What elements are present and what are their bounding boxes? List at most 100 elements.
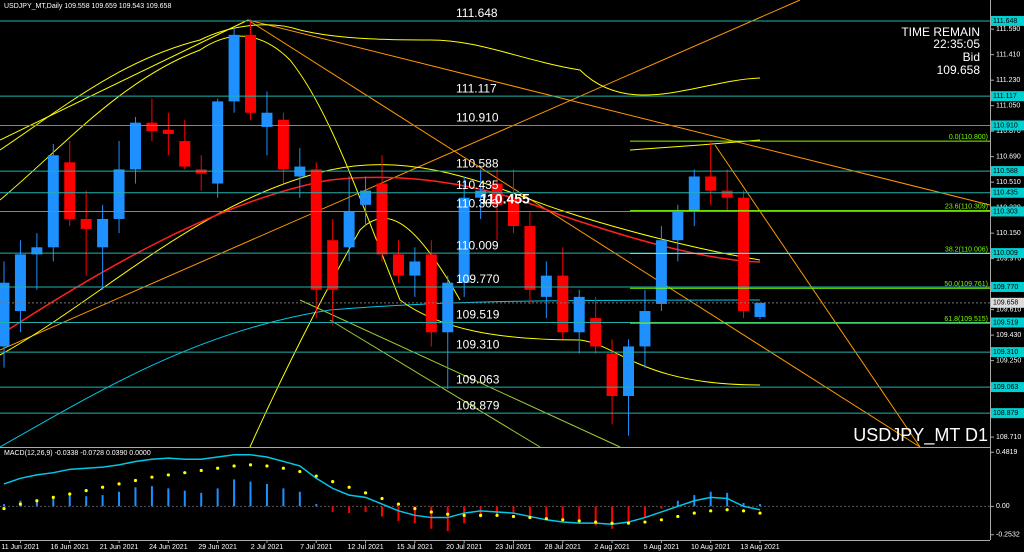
- signal-dot: [659, 518, 663, 522]
- candle-body: [212, 101, 224, 184]
- candle-body: [754, 302, 766, 317]
- candle-body: [14, 254, 26, 312]
- candle-body: [606, 353, 618, 397]
- signal-dot: [692, 511, 696, 515]
- level-box: [991, 408, 1024, 419]
- candle-body: [146, 122, 158, 132]
- signal-dot: [150, 475, 154, 479]
- x-tick-label: 2 Aug 2021: [594, 544, 630, 551]
- x-tick-label: 15 Jul 2021: [397, 544, 433, 551]
- level-box-label: 110.435: [993, 190, 1018, 197]
- level-box-label: 108.879: [993, 410, 1018, 417]
- signal-dot: [117, 482, 121, 486]
- signal-dot: [2, 506, 6, 511]
- level-box-label: 111.117: [993, 93, 1017, 100]
- signal-dot: [758, 511, 762, 515]
- signal-dot: [495, 513, 499, 517]
- signal-dot: [314, 474, 318, 478]
- signal-dot: [462, 513, 466, 517]
- moving-average: [0, 299, 761, 448]
- level-box: [991, 248, 1024, 259]
- level-box: [991, 91, 1024, 102]
- x-tick-label: 7 Jul 2021: [300, 544, 332, 551]
- trend-line: [247, 19, 921, 448]
- signal-dot: [216, 466, 220, 470]
- price-panel: [0, 19, 766, 436]
- signal-dot: [396, 502, 401, 506]
- x-tick-label: 23 Jul 2021: [495, 544, 531, 551]
- candle-body: [623, 346, 635, 397]
- level-box-label: 109.063: [993, 384, 1018, 391]
- level-box-label: 110.009: [993, 250, 1018, 257]
- trend-line: [714, 144, 921, 448]
- signal-dot: [363, 491, 368, 495]
- y-tick-label: 110.510: [996, 179, 1021, 186]
- signal-dot: [248, 463, 253, 467]
- signal-dot: [18, 502, 23, 506]
- level-box-label: 110.303: [993, 208, 1018, 215]
- candle-body: [491, 183, 503, 205]
- indicator-lines: [0, 0, 991, 448]
- signal-dot: [133, 478, 138, 483]
- x-tick-label: 12 Jul 2021: [347, 544, 383, 551]
- x-tick-label: 21 Jun 2021: [100, 544, 139, 551]
- candle-body: [327, 240, 339, 290]
- level-box: [991, 382, 1024, 393]
- signal-dot: [166, 473, 170, 477]
- signal-dot: [479, 513, 483, 517]
- x-tick-label: 10 Aug 2021: [691, 544, 730, 551]
- candle-body: [376, 183, 388, 255]
- signal-dot: [446, 512, 450, 516]
- y-tick-label: 110.690: [996, 153, 1021, 160]
- y-tick-label: 109.250: [996, 357, 1021, 364]
- x-tick-label: 5 Aug 2021: [644, 544, 680, 551]
- candle-body: [162, 129, 174, 134]
- signal-dot: [380, 496, 384, 501]
- signal-dot: [594, 520, 598, 524]
- y-tick-label: 108.710: [996, 434, 1021, 441]
- level-label: 111.648: [456, 6, 498, 20]
- y-tick-label: 111.050: [996, 103, 1020, 110]
- signal-dot: [298, 469, 302, 474]
- x-tick-label: 29 Jun 2021: [198, 544, 237, 551]
- level-box-label: 110.588: [993, 168, 1018, 175]
- fibo-label: 50.0(109.761): [944, 281, 988, 288]
- signal-dot: [232, 464, 236, 468]
- candle-body: [705, 176, 717, 191]
- level-box: [991, 15, 1024, 26]
- signal-dot: [265, 464, 269, 468]
- bid-label: Bid: [963, 50, 980, 64]
- y-tick-label: 109.610: [996, 306, 1021, 313]
- y-tick-label: 111.230: [996, 77, 1020, 84]
- candle-body: [409, 261, 421, 276]
- signal-dot: [347, 485, 351, 489]
- candle-body: [655, 240, 667, 304]
- candle-body: [97, 218, 109, 248]
- signal-dot: [511, 514, 516, 519]
- level-box: [991, 347, 1024, 358]
- fibo-label: 38.2(110.006): [945, 246, 988, 253]
- level-label: 110.303: [456, 197, 499, 211]
- candle-body: [540, 275, 552, 297]
- y-tick-label: 109.430: [996, 332, 1021, 339]
- level-box: [991, 166, 1024, 177]
- candle-body: [590, 318, 602, 347]
- level-box-label: 109.770: [993, 284, 1018, 291]
- signal-dot: [741, 509, 746, 513]
- level-box: [991, 187, 1024, 198]
- signal-dot: [35, 499, 39, 503]
- y-tick-label: -0.2532: [996, 532, 1020, 539]
- candle-body: [475, 190, 487, 198]
- level-label: 109.770: [456, 272, 500, 286]
- trend-line: [299, 299, 621, 448]
- candle-body: [672, 211, 684, 241]
- signal-dot: [610, 521, 614, 525]
- candle-body: [277, 119, 289, 170]
- signal-dot: [429, 510, 433, 514]
- signal-dot: [544, 517, 548, 521]
- y-tick-label: 0.00: [996, 503, 1010, 510]
- level-box: [991, 317, 1024, 328]
- macd-title: MACD(12,26,9) -0.0338 -0.0728 0.0390 0.0…: [4, 450, 151, 457]
- signal-dot: [577, 519, 581, 523]
